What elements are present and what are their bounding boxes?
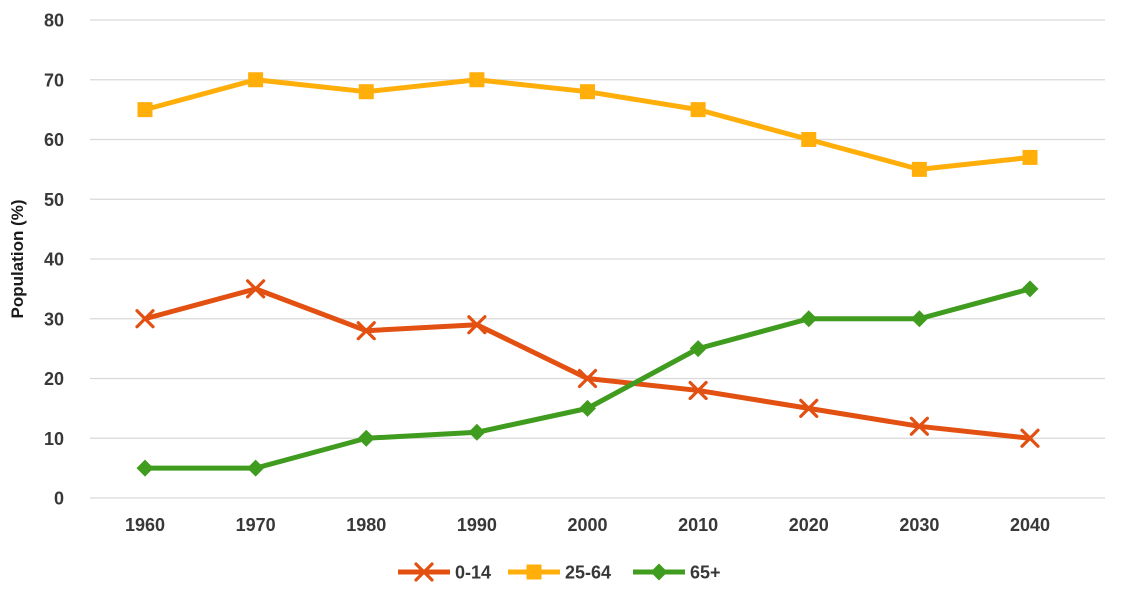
data-point-marker-diamond bbox=[357, 429, 375, 447]
y-tick-label: 50 bbox=[44, 190, 64, 210]
y-tick-label: 70 bbox=[44, 70, 64, 90]
data-point-marker-square bbox=[801, 132, 817, 147]
x-tick-label: 2020 bbox=[789, 515, 829, 535]
data-point-marker-diamond bbox=[650, 563, 668, 581]
data-point-marker-x bbox=[799, 398, 819, 418]
y-tick-label: 0 bbox=[54, 489, 64, 509]
data-point-marker-diamond bbox=[579, 399, 596, 417]
data-point-marker-x bbox=[356, 321, 376, 341]
data-point-marker-diamond bbox=[689, 340, 707, 358]
data-point-marker-diamond bbox=[247, 459, 265, 477]
y-tick-label: 10 bbox=[44, 429, 64, 449]
series-25-64 bbox=[137, 72, 1038, 177]
legend-label: 0-14 bbox=[455, 563, 491, 583]
data-point-marker-diamond bbox=[910, 310, 928, 328]
series-0-14 bbox=[135, 279, 1040, 448]
y-tick-label: 60 bbox=[44, 130, 64, 150]
x-tick-label: 2030 bbox=[899, 515, 939, 535]
data-point-marker-diamond bbox=[1021, 280, 1039, 298]
chart-legend: 0-14 25-64 65+ bbox=[398, 562, 721, 583]
data-point-marker-x bbox=[246, 279, 266, 299]
data-point-marker-square bbox=[690, 102, 706, 118]
x-tick-label: 1990 bbox=[457, 515, 497, 535]
y-tick-label: 20 bbox=[44, 369, 64, 389]
data-point-marker-x bbox=[688, 380, 708, 401]
legend-label: 25-64 bbox=[565, 563, 611, 583]
y-tick-label: 80 bbox=[44, 11, 64, 31]
data-point-marker-square bbox=[580, 84, 595, 100]
legend-item-25-64: 25-64 bbox=[508, 563, 611, 583]
x-tick-label: 2040 bbox=[1010, 515, 1050, 535]
x-tick-label: 1970 bbox=[236, 515, 276, 535]
legend-item-65+: 65+ bbox=[633, 563, 721, 583]
series-65+ bbox=[136, 280, 1039, 477]
data-point-marker-square bbox=[137, 102, 153, 118]
y-tick-label: 40 bbox=[44, 250, 64, 270]
y-axis-title: Population (%) bbox=[8, 200, 27, 319]
x-tick-label: 1980 bbox=[346, 515, 386, 535]
data-point-marker-diamond bbox=[136, 459, 154, 477]
data-point-marker-square bbox=[911, 161, 927, 177]
data-point-marker-x bbox=[909, 416, 929, 436]
y-tick-label: 30 bbox=[44, 309, 64, 329]
data-point-marker-x bbox=[1020, 428, 1040, 448]
data-point-marker-x bbox=[577, 368, 598, 389]
data-point-marker-square bbox=[248, 72, 264, 88]
data-point-marker-square bbox=[358, 84, 374, 100]
data-point-marker-square bbox=[1022, 149, 1038, 165]
data-point-marker-x bbox=[467, 315, 487, 335]
data-point-marker-x bbox=[414, 562, 434, 582]
x-tick-label: 2000 bbox=[567, 515, 607, 535]
data-point-marker-square bbox=[469, 72, 485, 88]
data-point-marker-diamond bbox=[468, 423, 486, 441]
x-tick-label: 2010 bbox=[678, 515, 718, 535]
x-tick-label: 1960 bbox=[125, 515, 165, 535]
data-point-marker-square bbox=[526, 564, 542, 580]
data-point-marker-x bbox=[135, 309, 155, 329]
data-point-marker-diamond bbox=[800, 310, 818, 328]
legend-label: 65+ bbox=[690, 563, 721, 583]
legend-item-0-14: 0-14 bbox=[398, 562, 491, 583]
